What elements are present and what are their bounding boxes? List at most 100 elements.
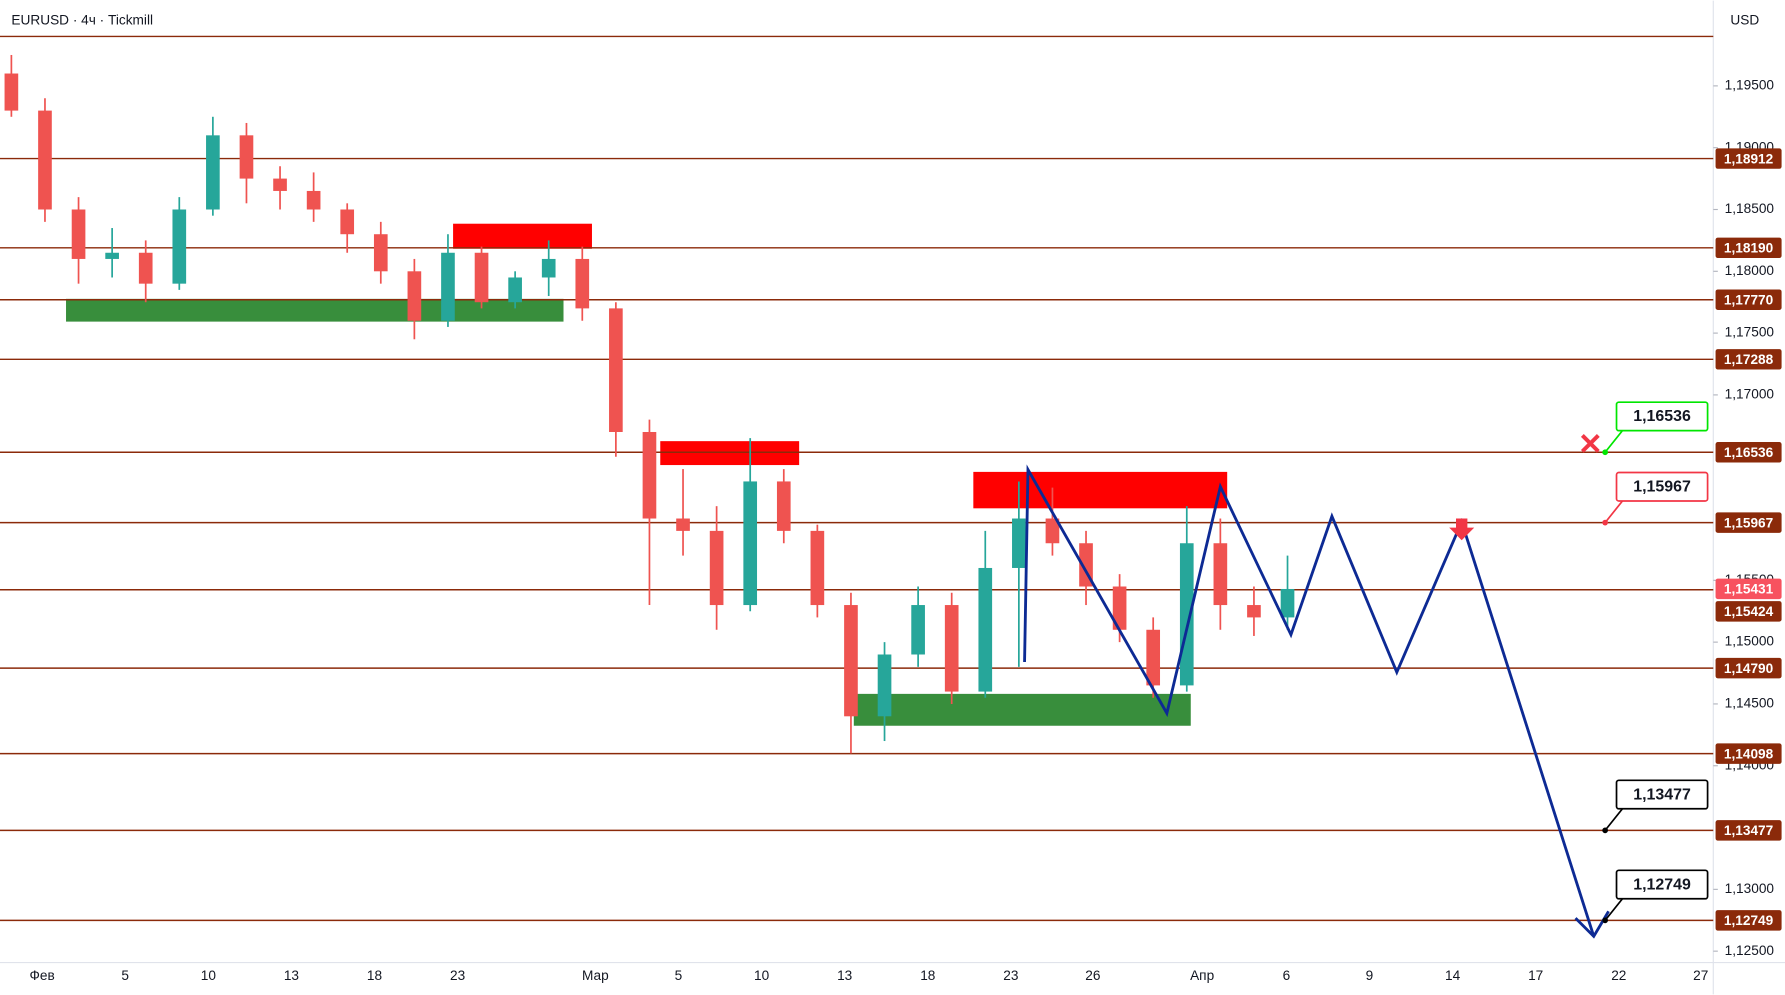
y-tick-label: 1,12500: [1725, 943, 1775, 958]
level-label-box: [1715, 442, 1782, 463]
level-label-box: [1715, 289, 1782, 310]
current-price-label: 1,15431: [1724, 582, 1774, 597]
candle-body: [944, 605, 959, 692]
x-tick-label: 13: [284, 968, 299, 983]
y-tick-label: 1,19500: [1725, 77, 1775, 92]
candle-body: [407, 271, 422, 321]
candle-body: [239, 135, 254, 179]
level-label-box: [1715, 743, 1782, 764]
candle-body: [609, 308, 623, 432]
candle-body: [441, 252, 455, 321]
forecast-path: [1023, 464, 1596, 937]
x-tick-label: 13: [837, 968, 852, 983]
target-box: [1615, 869, 1709, 900]
level-label: 1,16536: [1724, 445, 1774, 460]
target-box: [1615, 401, 1709, 432]
target-box: [1615, 779, 1709, 810]
level-label: 1,17288: [1724, 352, 1774, 367]
candle-body: [373, 234, 388, 272]
x-tick-label: 5: [675, 968, 683, 983]
level-label: 1,12749: [1724, 913, 1774, 928]
candle-body: [340, 209, 355, 235]
candle-body: [4, 73, 19, 111]
candle-body: [911, 605, 925, 655]
candle-body: [1280, 588, 1295, 618]
candle-body: [776, 481, 791, 531]
x-tick-label: 17: [1528, 968, 1543, 983]
level-label: 1,14790: [1724, 661, 1774, 676]
x-tick-label: 23: [1003, 968, 1018, 983]
x-tick-label: 14: [1445, 968, 1461, 983]
target-label: 1,15967: [1633, 479, 1691, 496]
y-tick-label: 1,15000: [1725, 634, 1775, 649]
x-tick-label: 27: [1693, 968, 1708, 983]
level-label: 1,13477: [1724, 823, 1773, 838]
supply-zone: [453, 223, 592, 249]
demand-zone: [66, 298, 564, 322]
cross-mark: [1580, 434, 1600, 453]
target-label: 1,12749: [1633, 876, 1691, 893]
current-price-box: [1715, 578, 1782, 600]
supply-zone: [973, 471, 1228, 509]
candle-body: [474, 252, 489, 303]
x-tick-label: 9: [1366, 968, 1374, 983]
down-arrow: [1449, 518, 1475, 541]
target-label: 1,16536: [1633, 408, 1691, 425]
level-label: 1,18190: [1724, 241, 1774, 256]
x-tick-label: 18: [367, 968, 382, 983]
candle-body: [1213, 543, 1228, 606]
candle-body: [978, 567, 993, 692]
labels: 1,18912 1,18190 1,17770 1,17288 1,16536 1,159…: [1602, 148, 1782, 931]
candle-body: [810, 530, 825, 606]
level-label-box: [1715, 237, 1782, 259]
candle-body: [38, 110, 52, 210]
level-label: 1,18912: [1724, 151, 1774, 166]
target-label: 1,13477: [1633, 786, 1691, 803]
x-tick-label: Мар: [582, 968, 609, 983]
y-tick-label: 1,18000: [1725, 263, 1775, 278]
candle-body: [1247, 605, 1261, 618]
x-tick-label: 18: [920, 968, 935, 983]
candle-body: [1179, 543, 1194, 686]
level-label: 1,15424: [1724, 604, 1774, 619]
x-tick-label: 26: [1085, 968, 1100, 983]
x-tick-label: 23: [450, 968, 465, 983]
level-label: 1,17770: [1724, 292, 1774, 307]
y-tick-label: 1,17500: [1725, 325, 1775, 340]
candle-body: [1146, 629, 1161, 686]
chart-title: EURUSD · 4ч · Tickmill: [11, 13, 153, 28]
candle-body: [138, 252, 153, 284]
candle-body: [709, 530, 724, 606]
y-tick-label: 1,18500: [1725, 201, 1775, 216]
candles: [4, 54, 1295, 754]
candle-body: [1012, 518, 1026, 568]
x-tick-label: 6: [1283, 968, 1291, 983]
x-tick-label: Апр: [1190, 968, 1215, 983]
candle-body: [306, 190, 321, 210]
level-label-box: [1715, 601, 1782, 622]
supply-zone: [660, 441, 800, 466]
demand-zone: [853, 693, 1191, 726]
candle-body: [877, 654, 892, 717]
target-box: [1615, 471, 1709, 502]
level-label: 1,14098: [1724, 746, 1774, 761]
candle-body: [1112, 586, 1127, 630]
candle-body: [642, 431, 657, 519]
currency: USD: [1730, 13, 1759, 28]
candle-body: [541, 258, 556, 278]
candle-body: [1045, 518, 1060, 544]
candle-body: [844, 605, 858, 717]
zones: [66, 223, 1228, 726]
level-label-box: [1715, 657, 1782, 679]
candle-body: [206, 135, 220, 210]
level-label-box: [1715, 820, 1782, 841]
level-label-box: [1715, 512, 1782, 533]
level-label-box: [1715, 148, 1782, 169]
y-tick-label: 1,14500: [1725, 696, 1775, 711]
candle-body: [273, 178, 287, 191]
candle-body: [508, 277, 522, 303]
x-tick-label: Фев: [30, 968, 55, 983]
level-label-box: [1715, 910, 1782, 931]
